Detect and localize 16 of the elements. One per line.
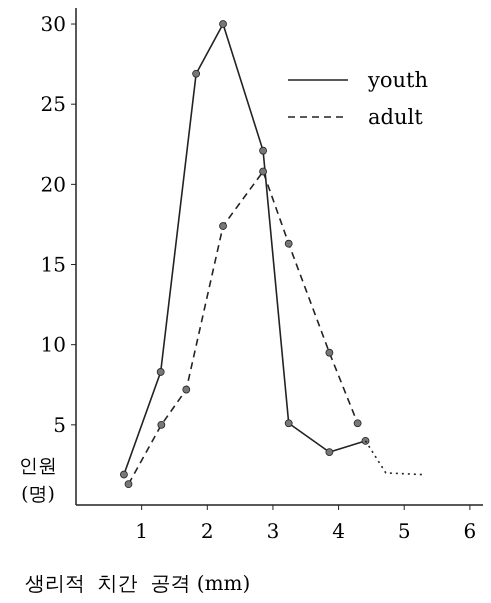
y-tick-label: 10 <box>40 332 66 357</box>
y-tick-label: 25 <box>40 92 66 116</box>
y-tick-label: 15 <box>40 252 66 277</box>
legend-label: adult <box>368 105 424 129</box>
y-tick-label: 20 <box>40 172 66 196</box>
x-axis-title: 생리적 치간 공격 (mm) <box>25 571 250 595</box>
x-tick-label: 6 <box>464 519 476 543</box>
legend-label: youth <box>367 68 428 92</box>
y-tick-label: 5 <box>53 412 66 437</box>
x-tick-label: 1 <box>135 519 148 543</box>
x-tick-label: 2 <box>200 519 214 543</box>
y-tick-label: 30 <box>40 12 66 36</box>
x-tick-label: 5 <box>398 519 411 543</box>
y-axis-title: 인원 (명) <box>19 455 57 505</box>
x-tick-label: 4 <box>332 519 345 543</box>
x-tick-label: 3 <box>266 519 280 543</box>
